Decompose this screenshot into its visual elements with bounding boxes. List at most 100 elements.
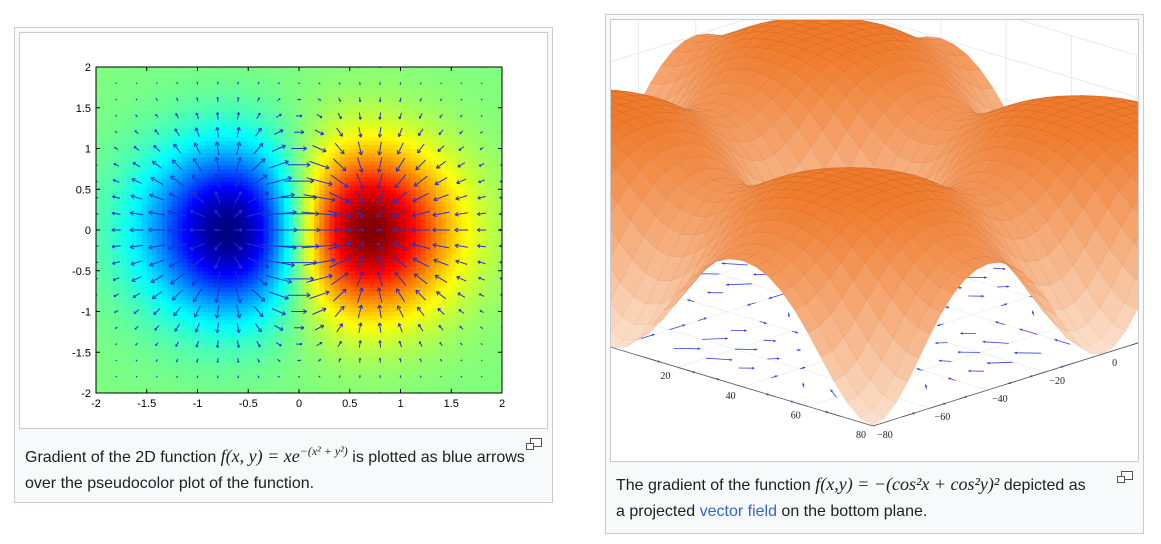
heatmap-cell [141,144,148,150]
heatmap-cell [253,323,259,329]
heatmap-cell [96,115,102,121]
heatmap-cell [385,348,391,353]
heatmap-cell [390,291,397,296]
heatmap-cell [182,230,188,235]
heatmap-cell [258,282,265,288]
heatmap-cell [141,340,148,345]
heatmap-cell [319,201,325,207]
heatmap-cell [101,136,107,141]
heatmap-cell [400,91,407,97]
heatmap-cell [288,213,295,219]
heatmap-cell [167,160,173,166]
heatmap-cell [293,181,300,186]
heatmap-cell [263,164,270,170]
heatmap-cell [126,230,133,235]
heatmap-cell [334,388,341,393]
heatmap-cell [207,376,214,382]
heatmap-cell [349,323,356,329]
heatmap-cell [111,217,117,223]
heatmap-cell [314,75,320,80]
heatmap-cell [233,164,239,170]
heatmap-cell [370,185,376,190]
heatmap-cell [233,348,239,353]
heatmap-cell [101,295,107,300]
heatmap-cell [385,258,391,264]
heatmap-cell [370,164,376,170]
heatmap-cell [197,246,204,251]
heatmap-cell [222,340,229,345]
heatmap-cell [380,79,386,84]
heatmap-cell [172,189,178,194]
heatmap-cell [314,156,320,162]
heatmap-cell [126,372,133,378]
heatmap-cell [227,181,234,186]
heatmap-cell [370,234,376,239]
heatmap-cell [390,388,397,393]
heatmap-gradient-chart[interactable]: -2 -1.5 -1 -0.5 0 0.5 1 1.5 2 21.510.50-0.5-1-1.… [20,33,547,428]
heatmap-cell [156,323,163,329]
heatmap-cell [278,160,285,166]
heatmap-cell [106,246,112,251]
heatmap-cell [319,250,325,256]
heatmap-cell [243,197,249,203]
heatmap-cell [319,348,325,353]
heatmap-cell [207,75,214,80]
heatmap-cell [197,230,204,235]
heatmap-cell [192,107,199,113]
heatmap-cell [390,242,397,247]
heatmap-cell [248,372,254,378]
heatmap-cell [385,201,391,207]
heatmap-cell [192,234,199,239]
heatmap-cell [151,124,158,129]
heatmap-cell [151,87,158,93]
heatmap-cell [238,291,244,296]
heatmap-cell [410,262,417,268]
heatmap-cell [283,201,290,207]
heatmap-cell [217,185,224,190]
heatmap-cell [233,177,239,182]
heatmap-cell [349,67,356,72]
heatmap-cell [238,111,244,117]
heatmap-cell [380,307,386,313]
heatmap-cell [283,205,290,211]
heatmap-cell [385,83,391,88]
heatmap-cell [380,266,386,272]
heatmap-cell [364,181,371,186]
heatmap-cell [253,352,259,357]
heatmap-cell [227,209,234,215]
heatmap-cell [273,209,280,215]
heatmap-cell [227,344,234,349]
heatmap-cell [227,254,234,260]
heatmap-cell [278,156,285,162]
heatmap-cell [410,295,417,300]
heatmap-cell [243,278,249,284]
heatmap-cell [227,307,234,313]
heatmap-cell [283,75,290,80]
heatmap-cell [172,307,178,313]
heatmap-cell [116,103,122,109]
heatmap-cell [319,75,325,80]
heatmap-cell [334,323,341,329]
heatmap-cell [293,91,300,97]
heatmap-cell [131,266,138,272]
heatmap-cell [364,238,371,243]
heatmap-cell [207,164,214,170]
heatmap-cell [299,83,305,88]
heatmap-cell [167,287,173,292]
heatmap-cell [324,364,331,370]
heatmap-cell [370,287,376,292]
heatmap-cell [258,356,265,361]
heatmap-cell [283,136,290,141]
heatmap-cell [248,303,254,309]
heatmap-cell [131,67,138,72]
heatmap-cell [207,254,214,260]
heatmap-cell [106,128,112,133]
heatmap-cell [354,71,361,76]
heatmap-cell [106,278,112,284]
heatmap-cell [233,87,239,93]
heatmap-cell [101,242,107,247]
heatmap-cell [141,307,148,313]
heatmap-cell [309,87,315,93]
heatmap-cell [227,197,234,203]
heatmap-cell [202,115,209,121]
